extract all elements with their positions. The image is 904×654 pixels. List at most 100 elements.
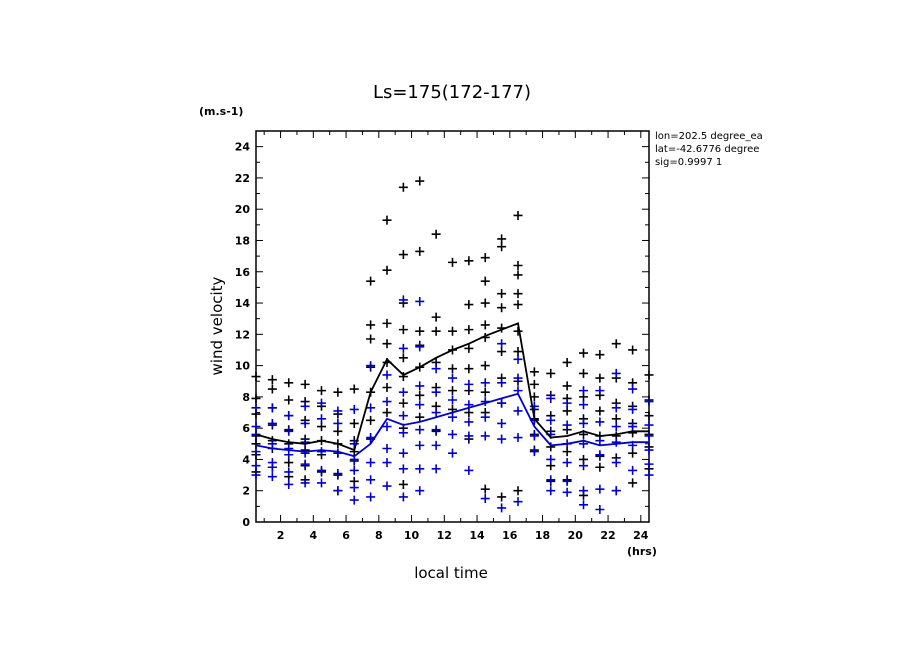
data-point (513, 497, 523, 507)
data-point (284, 411, 294, 421)
data-point (595, 504, 605, 514)
data-point (415, 440, 425, 450)
data-point (398, 411, 408, 421)
data-point (546, 442, 556, 452)
info-line-lon: lon=202.5 degree_ea (655, 131, 763, 142)
data-point (317, 478, 326, 488)
data-point (415, 412, 425, 422)
data-point (267, 375, 277, 385)
data-point (595, 484, 605, 494)
data-point (431, 312, 441, 322)
y-tick-label: 8 (242, 391, 250, 404)
data-point (497, 303, 507, 313)
data-point (382, 397, 392, 407)
data-point (415, 425, 425, 435)
plot-frame (255, 130, 650, 523)
data-point (546, 368, 556, 378)
data-point (317, 386, 326, 396)
data-point (382, 481, 392, 491)
data-point (611, 458, 621, 468)
x-tick-label: 16 (502, 529, 518, 542)
data-point (644, 370, 654, 380)
data-point (284, 450, 294, 460)
data-point (415, 486, 425, 496)
data-point (366, 415, 376, 425)
data-point (611, 422, 621, 432)
data-point (464, 465, 474, 475)
data-point (382, 318, 392, 328)
x-tick-label: 2 (277, 529, 285, 542)
x-tick-label: 20 (568, 529, 584, 542)
data-point (480, 320, 490, 330)
data-point (366, 320, 376, 330)
data-point (398, 492, 408, 502)
data-point (431, 408, 441, 418)
data-point (562, 476, 572, 486)
data-point (579, 500, 588, 510)
data-point (628, 465, 638, 475)
data-point (497, 234, 507, 244)
data-point (611, 368, 621, 378)
data-point (611, 339, 621, 349)
data-point (267, 418, 277, 428)
data-point (366, 334, 376, 344)
data-point (415, 326, 425, 336)
data-point (448, 448, 457, 458)
data-point (382, 443, 392, 453)
data-point (644, 445, 654, 455)
data-point (398, 325, 408, 335)
data-point (300, 401, 310, 411)
data-point (497, 492, 507, 502)
data-point (546, 454, 556, 464)
data-point (611, 403, 621, 413)
mean-line (255, 392, 649, 458)
data-point (431, 425, 441, 435)
data-point (595, 462, 605, 472)
y-tick-label: 10 (235, 360, 251, 373)
data-point (317, 414, 326, 424)
data-point (251, 422, 261, 432)
chart-title: Ls=175(172-177) (373, 82, 531, 103)
data-point (628, 404, 638, 414)
data-point (300, 478, 310, 488)
data-point (398, 428, 408, 438)
data-point (513, 373, 523, 383)
data-point (464, 256, 474, 266)
data-point (366, 492, 376, 502)
data-point (431, 364, 441, 374)
data-point (464, 431, 474, 441)
data-point (382, 265, 392, 275)
y-tick-label: 12 (235, 328, 250, 341)
data-point (562, 447, 572, 457)
data-point (366, 403, 376, 413)
data-point (349, 384, 359, 394)
data-point (382, 370, 392, 380)
data-point (366, 458, 376, 468)
x-tick-label: 10 (404, 529, 420, 542)
data-point (448, 326, 457, 336)
data-point (382, 408, 392, 418)
data-point (415, 400, 425, 410)
data-point (251, 403, 261, 413)
data-point (529, 379, 539, 389)
data-point (513, 261, 523, 271)
data-point (480, 361, 490, 371)
data-point (267, 403, 277, 413)
data-point (595, 386, 605, 396)
data-point (513, 406, 523, 416)
data-point (448, 364, 457, 374)
data-point (431, 440, 441, 450)
data-point (415, 246, 425, 256)
data-point (366, 361, 376, 371)
data-point (267, 384, 277, 394)
data-point (267, 439, 277, 449)
data-point (562, 381, 572, 391)
data-point (595, 436, 605, 446)
data-point (579, 461, 588, 471)
data-point (529, 447, 539, 457)
data-point (562, 398, 572, 408)
data-point (448, 429, 457, 439)
data-point (398, 372, 408, 382)
data-point (464, 300, 474, 310)
